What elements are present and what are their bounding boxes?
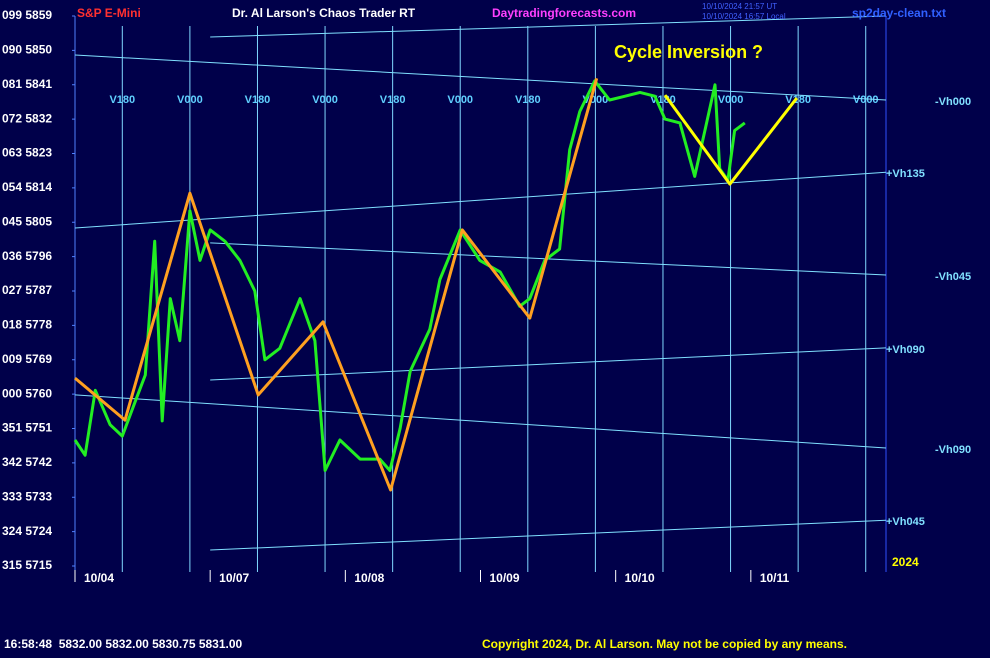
file-name: sp2day-clean.txt bbox=[852, 6, 946, 20]
field-line-label: +Vh135 bbox=[886, 168, 925, 180]
v-line-label: V000 bbox=[447, 94, 473, 106]
y-tick-label: 090 5850 bbox=[2, 43, 52, 57]
field-line bbox=[74, 394, 887, 449]
series-line bbox=[73, 79, 746, 472]
website: Daytradingforecasts.com bbox=[492, 6, 636, 20]
y-tick-label: 099 5859 bbox=[2, 8, 52, 22]
v-line-label: V000 bbox=[312, 94, 338, 106]
y-tick-label: 063 5823 bbox=[2, 146, 52, 160]
y-tick-label: 342 5742 bbox=[2, 455, 52, 469]
v-line-label: V000 bbox=[718, 94, 744, 106]
field-line bbox=[210, 347, 887, 381]
v-line-label: V180 bbox=[380, 94, 406, 106]
x-tick-label: 10/09 bbox=[490, 571, 520, 585]
x-tick-label: 10/11 bbox=[760, 571, 790, 585]
y-tick-label: 072 5832 bbox=[2, 111, 52, 125]
field-line bbox=[210, 15, 887, 38]
field-line bbox=[74, 171, 887, 229]
y-tick-label: 333 5733 bbox=[2, 489, 52, 503]
annotation: Cycle Inversion ? bbox=[614, 42, 763, 62]
x-tick-label: 10/10 bbox=[625, 571, 655, 585]
series-line bbox=[663, 94, 798, 186]
y-tick-label: 054 5814 bbox=[2, 180, 52, 194]
v-line-label: V000 bbox=[853, 94, 879, 106]
chart-title: Dr. Al Larson's Chaos Trader RT bbox=[232, 6, 416, 20]
status: 16:58:48 5832.00 5832.00 5830.75 5831.00 bbox=[4, 637, 243, 651]
y-tick-label: 045 5805 bbox=[2, 214, 52, 228]
x-tick-label: 10/04 bbox=[84, 571, 114, 585]
field-line-label: -Vh000 bbox=[935, 96, 971, 108]
field-line bbox=[210, 519, 887, 551]
v-line-label: V180 bbox=[515, 94, 541, 106]
field-line bbox=[74, 54, 887, 101]
year: 2024 bbox=[892, 555, 919, 569]
y-tick-label: 000 5760 bbox=[2, 386, 52, 400]
x-tick-label: 10/07 bbox=[219, 571, 249, 585]
timestamp: 10/10/2024 21:57 UT bbox=[702, 2, 777, 11]
field-line-label: +Vh090 bbox=[886, 344, 925, 356]
y-tick-label: 315 5715 bbox=[2, 558, 52, 572]
field-line-label: -Vh090 bbox=[935, 444, 971, 456]
field-line-label: +Vh045 bbox=[886, 516, 925, 528]
y-tick-label: 081 5841 bbox=[2, 77, 52, 91]
y-tick-label: 324 5724 bbox=[2, 524, 52, 538]
y-tick-label: 027 5787 bbox=[2, 283, 52, 297]
v-line-label: V180 bbox=[109, 94, 135, 106]
series-line bbox=[74, 77, 599, 492]
x-tick-label: 10/08 bbox=[354, 571, 384, 585]
plot-layer: 099 5859 090 5850 081 5841 072 5832 063 5823… bbox=[2, 8, 971, 585]
timestamp: 10/10/2024 16:57 Local bbox=[702, 12, 786, 21]
field-line-label: -Vh045 bbox=[935, 271, 971, 283]
y-tick-label: 351 5751 bbox=[2, 421, 52, 435]
y-tick-label: 018 5778 bbox=[2, 318, 52, 332]
y-tick-label: 009 5769 bbox=[2, 352, 52, 366]
copyright: Copyright 2024, Dr. Al Larson. May not b… bbox=[482, 637, 847, 651]
instrument: S&P E-Mini bbox=[77, 6, 141, 20]
v-line-label: V000 bbox=[177, 94, 203, 106]
y-tick-label: 036 5796 bbox=[2, 249, 52, 263]
v-line-label: V180 bbox=[245, 94, 271, 106]
